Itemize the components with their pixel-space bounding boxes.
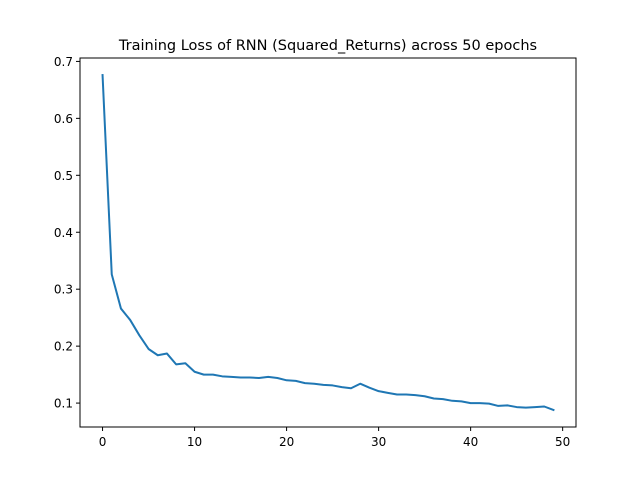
y-tick-label-0.2: 0.2	[54, 340, 73, 354]
x-tick-label-10: 10	[187, 435, 202, 449]
y-tick-label-0.3: 0.3	[54, 283, 73, 297]
series-line-0	[101, 74, 555, 412]
chart-title: Training Loss of RNN (Squared_Returns) a…	[118, 38, 537, 54]
axes-frame	[79, 57, 577, 428]
plot-area: 0 10 20 30 40 50 0.1 0.2 0.3 0.4 0.5 0.6 0.7	[54, 55, 577, 449]
x-tick-label-40: 40	[463, 435, 478, 449]
x-tick-label-30: 30	[371, 435, 386, 449]
x-tick-label-20: 20	[279, 435, 294, 449]
y-tick-label-0.4: 0.4	[54, 226, 73, 240]
x-tick-label-0: 0	[99, 435, 107, 449]
y-tick-label-0.6: 0.6	[54, 112, 73, 126]
y-tick-label-0.1: 0.1	[54, 397, 73, 411]
y-tick-label-0.5: 0.5	[54, 169, 73, 183]
x-tick-label-50: 50	[555, 435, 570, 449]
y-tick-label-0.7: 0.7	[54, 55, 73, 69]
